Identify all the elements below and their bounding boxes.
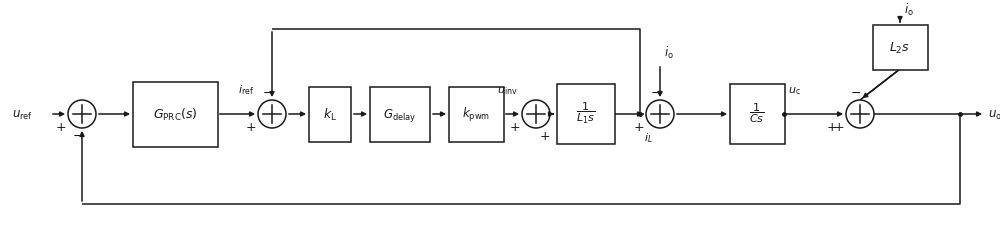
Text: +: + xyxy=(245,121,256,134)
Text: $i_L$: $i_L$ xyxy=(644,131,653,144)
Text: $G_{\rm delay}$: $G_{\rm delay}$ xyxy=(383,106,417,123)
Text: −: − xyxy=(651,87,661,100)
Bar xyxy=(557,85,615,144)
Text: −: − xyxy=(73,129,83,142)
Text: $i_{\rm o}$: $i_{\rm o}$ xyxy=(664,45,674,61)
Text: +: + xyxy=(833,121,844,134)
Text: $\dfrac{1}{L_1 s}$: $\dfrac{1}{L_1 s}$ xyxy=(576,100,596,125)
Bar xyxy=(448,87,504,142)
Text: $u_{\rm ref}$: $u_{\rm ref}$ xyxy=(12,108,33,121)
Text: −: − xyxy=(263,87,273,100)
Text: $k_{\rm pwm}$: $k_{\rm pwm}$ xyxy=(462,106,490,123)
Text: $u_{\rm c}$: $u_{\rm c}$ xyxy=(788,85,801,97)
Bar xyxy=(730,85,784,144)
Text: $i_{\rm ref}$: $i_{\rm ref}$ xyxy=(238,83,254,97)
Bar xyxy=(370,87,430,142)
Text: +: + xyxy=(540,129,551,142)
Text: −: − xyxy=(851,87,861,100)
Text: +: + xyxy=(509,121,520,134)
Text: +: + xyxy=(633,121,644,134)
Text: $L_2 s$: $L_2 s$ xyxy=(889,40,911,55)
Text: +: + xyxy=(55,121,66,134)
Bar xyxy=(309,87,351,142)
Bar xyxy=(132,82,218,147)
Text: $i_{\rm o}$: $i_{\rm o}$ xyxy=(904,2,914,18)
Text: $\dfrac{1}{Cs}$: $\dfrac{1}{Cs}$ xyxy=(749,101,765,124)
Text: $u_{\rm o}$: $u_{\rm o}$ xyxy=(988,108,1000,121)
Text: +: + xyxy=(827,121,837,134)
Text: $G_{\rm PRC}(s)$: $G_{\rm PRC}(s)$ xyxy=(153,106,197,122)
Text: $k_{\rm L}$: $k_{\rm L}$ xyxy=(323,106,337,122)
Text: $u_{\rm inv}$: $u_{\rm inv}$ xyxy=(497,85,518,97)
Bar xyxy=(872,25,928,70)
